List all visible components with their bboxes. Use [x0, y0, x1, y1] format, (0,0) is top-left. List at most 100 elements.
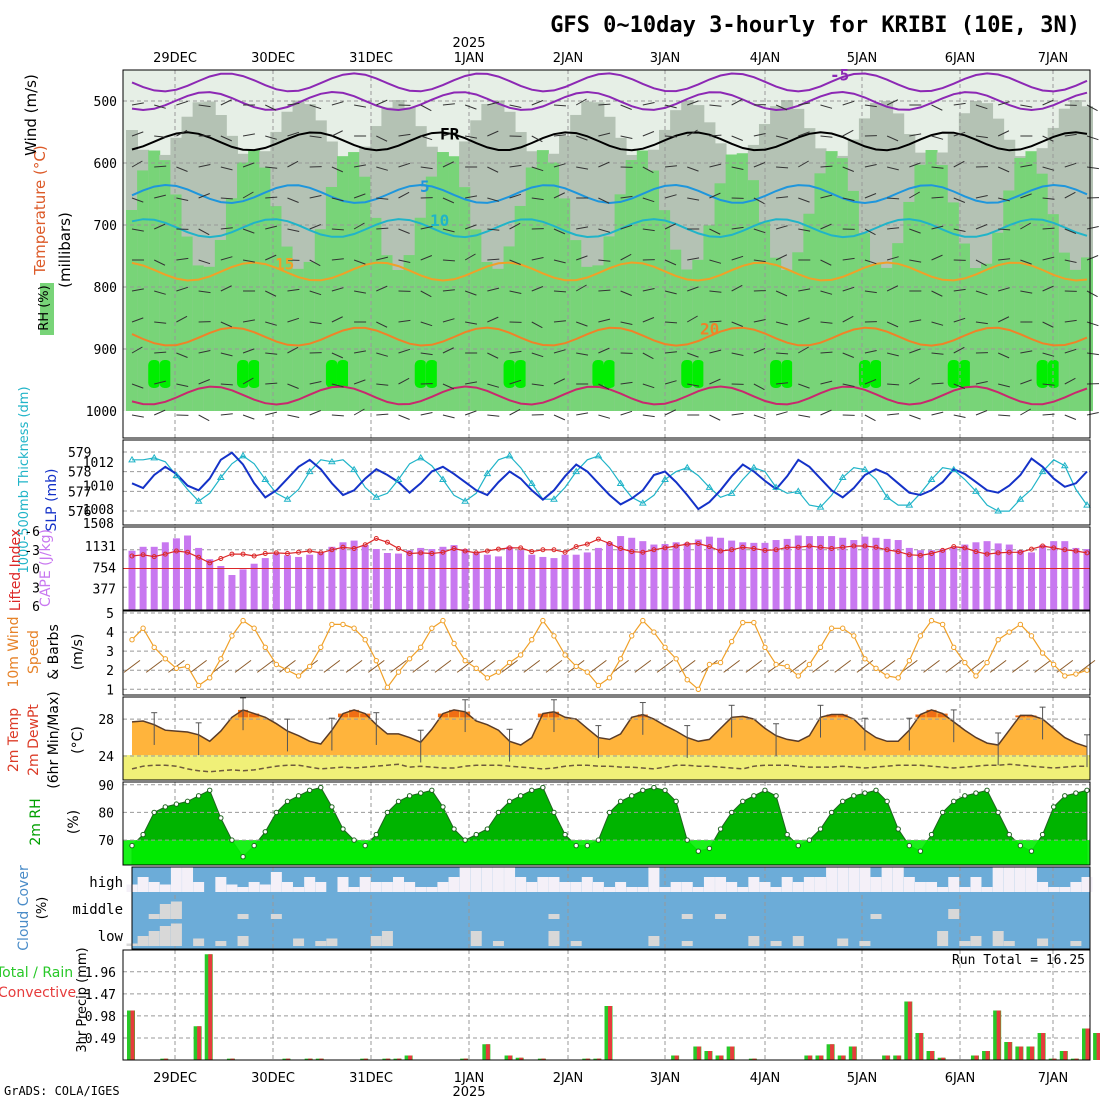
wind-barb: [820, 223, 832, 230]
rh-point: [928, 831, 935, 838]
wind-barb: [398, 259, 411, 263]
rh-point: [351, 837, 357, 843]
wind-barb: [154, 165, 167, 168]
wind-barb: [487, 228, 500, 231]
thickness-point: [572, 467, 581, 475]
temp-peak: [915, 714, 926, 718]
thickness-point: [661, 475, 669, 483]
cape-bar: [1016, 550, 1024, 610]
date-label-bottom: 7JAN: [1038, 1071, 1069, 1086]
rh-point: [384, 809, 391, 816]
wind-barb: [598, 161, 610, 168]
lifted-index-point: [518, 545, 524, 551]
wind-speed-point: [229, 633, 235, 639]
wind-barb: [398, 414, 410, 420]
surface-wind-barb: [1012, 659, 1029, 673]
wind-speed-point: [995, 636, 1001, 643]
thickness-point: [216, 473, 225, 481]
wind-barb: [553, 259, 566, 264]
cape-bar: [483, 554, 491, 610]
axis-label: Temperature (°C): [31, 145, 49, 275]
rh-point: [728, 809, 735, 816]
surface-wind-barb: [545, 659, 563, 673]
wind-barb: [953, 197, 966, 203]
rh-point: [717, 826, 724, 832]
wind-barb: [220, 383, 233, 386]
thickness-point: [838, 473, 847, 481]
wind-barb: [820, 321, 833, 324]
cloud-high-bar: [992, 867, 1004, 892]
cloud-high-bar: [959, 887, 971, 892]
wind-barb: [487, 352, 499, 359]
wind-speed-point: [573, 663, 579, 670]
pressure-tick-label: 600: [94, 157, 117, 172]
precip-convective-bar: [519, 1057, 524, 1060]
wind-barb: [309, 410, 321, 416]
lifted-index-point: [751, 546, 757, 551]
lifted-index-point: [351, 546, 357, 551]
wind-tick-label: 5: [106, 607, 114, 622]
rh-point: [817, 826, 824, 832]
lifted-index-point: [495, 546, 501, 552]
rh-green-column: [281, 246, 294, 411]
precip-convective-bar: [485, 1044, 490, 1060]
wind-barb: [176, 129, 188, 137]
wind-barb: [598, 383, 610, 390]
precip-convective-bar: [508, 1055, 513, 1060]
wind-barb: [1064, 348, 1077, 354]
cloud-low-bar: [159, 926, 171, 946]
wind-barb: [553, 320, 566, 323]
rh-green-column: [459, 187, 472, 411]
wind-tick-label: 3: [106, 645, 114, 660]
rh-tick-label: 80: [98, 806, 114, 821]
rh-tick-label: 90: [98, 779, 114, 794]
wind-barb: [731, 284, 743, 292]
cloud-high-bar: [759, 882, 771, 892]
cape-bar: [217, 565, 225, 610]
precip-convective-bar: [363, 1058, 368, 1060]
cloud-high-bar: [748, 877, 760, 892]
temp-line: [131, 709, 1088, 748]
wind-speed-point: [218, 656, 224, 662]
wind-barb: [864, 290, 877, 294]
precip-convective-bar: [1041, 1033, 1046, 1060]
wind-barb: [1042, 227, 1055, 230]
wind-barb: [842, 197, 855, 201]
rh-point: [162, 804, 169, 810]
precip-convective-bar: [918, 1033, 923, 1060]
lifted-tick-label: -6: [24, 525, 40, 540]
wind-barb: [465, 381, 478, 385]
thickness-point: [972, 487, 980, 494]
cape-bar: [306, 554, 314, 610]
wind-barb: [931, 135, 944, 140]
rh-point: [951, 798, 957, 805]
cloud-high-bar: [814, 877, 826, 892]
lifted-index-point: [840, 544, 846, 550]
wind-barb: [997, 316, 1010, 323]
wind-speed-point: [384, 684, 391, 691]
cape-bar: [872, 537, 880, 610]
wind-barb: [887, 413, 900, 416]
wind-barb: [820, 259, 832, 266]
lifted-index-point: [185, 549, 191, 555]
wind-barb: [686, 315, 698, 323]
rh-green-column: [270, 206, 283, 411]
wind-barb: [1064, 319, 1077, 323]
rh-high-patch: [148, 360, 161, 388]
wind-barb: [176, 166, 188, 172]
rh-point: [684, 837, 690, 843]
wind-barb: [886, 256, 899, 261]
lifted-index-point: [529, 549, 535, 555]
wind-barb: [487, 130, 499, 137]
wind-barb: [154, 380, 166, 385]
cloud-high-bar: [726, 882, 738, 892]
wind-barb: [287, 414, 300, 418]
cloud-high-bar: [670, 882, 682, 892]
cape-bar: [195, 547, 203, 610]
rh-point: [984, 787, 990, 793]
cloud-high-bar: [548, 877, 560, 892]
lifted-index-point: [718, 548, 724, 554]
rh-green-column: [803, 213, 816, 411]
surface-wind-barb: [1034, 659, 1051, 673]
rh-point: [584, 842, 590, 849]
